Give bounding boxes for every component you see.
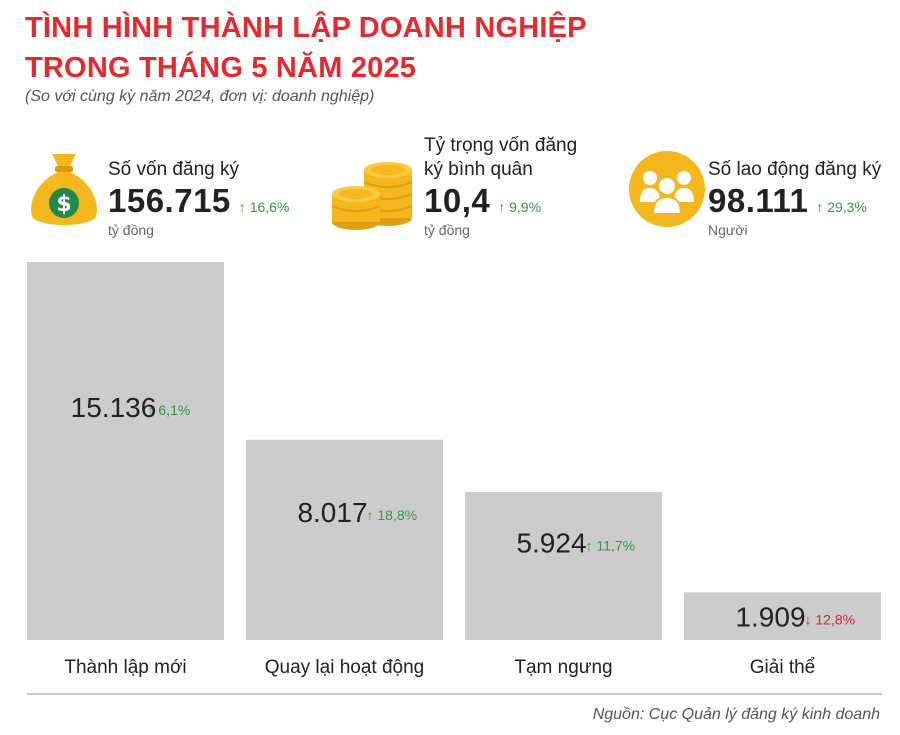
stat-value: 98.111 [708, 182, 809, 219]
bar-change-label: ↓ 12,8% [805, 612, 856, 628]
title-line-2: TRONG THÁNG 5 NĂM 2025 [25, 52, 417, 84]
stat-value: 10,4 [424, 182, 491, 219]
category-label: Tạm ngưng [514, 657, 612, 678]
stat-unit: tỷ đồng [424, 222, 470, 238]
source-note: Nguồn: Cục Quản lý đăng ký kinh doanh [592, 706, 880, 723]
stat-label: Số lao động đăng ký [708, 159, 882, 180]
stat-registered-workers: Số lao động đăng ký 98.111 ↑ 29,3% Người [708, 158, 881, 238]
stat-change: ↑ 16,6% [238, 199, 290, 215]
money-bag-icon: $ [31, 154, 97, 225]
bar-value-label: 5.924 [516, 528, 586, 559]
stat-average-capital: Tỷ trọng vốn đăng ký bình quân 10,4 ↑ 9,… [424, 134, 577, 238]
stat-registered-capital: Số vốn đăng ký 156.715 ↑ 16,6% tỷ đồng [108, 158, 289, 238]
bar [246, 439, 443, 640]
coins-icon [331, 162, 413, 230]
bar-change-label: ↑ 11,7% [586, 538, 636, 554]
category-label: Quay lại hoạt động [265, 657, 425, 678]
bar-value-label: 8.017 [297, 497, 367, 528]
svg-text:$: $ [56, 192, 71, 217]
stat-change: ↑ 9,9% [498, 199, 542, 215]
stat-label-line-1: Tỷ trọng vốn đăng [424, 135, 578, 156]
page-title: TÌNH HÌNH THÀNH LẬP DOANH NGHIỆP TRONG T… [25, 8, 587, 88]
bar-change-label: ↑ 18,8% [367, 507, 418, 523]
bar [684, 592, 881, 640]
stat-change: ↑ 29,3% [816, 199, 867, 215]
bar-change-label: ↑ 6,1% [148, 402, 191, 418]
subtitle: (So với cùng kỳ năm 2024, đơn vị: doanh … [25, 88, 375, 105]
stat-unit: tỷ đồng [108, 222, 154, 238]
people-icon [629, 151, 705, 227]
category-label: Giải thể [750, 657, 815, 678]
stat-value: 156.715 [108, 182, 231, 219]
stat-unit: Người [708, 222, 748, 238]
bar-value-label: 15.136 [71, 392, 157, 423]
bar [27, 262, 224, 640]
bar [465, 492, 662, 640]
stat-label: Số vốn đăng ký [108, 159, 239, 180]
title-line-1: TÌNH HÌNH THÀNH LẬP DOANH NGHIỆP [25, 12, 587, 44]
bar-value-label: 1.909 [735, 602, 805, 633]
category-label: Thành lập mới [64, 657, 186, 678]
stat-label-line-2: ký bình quân [424, 159, 533, 180]
